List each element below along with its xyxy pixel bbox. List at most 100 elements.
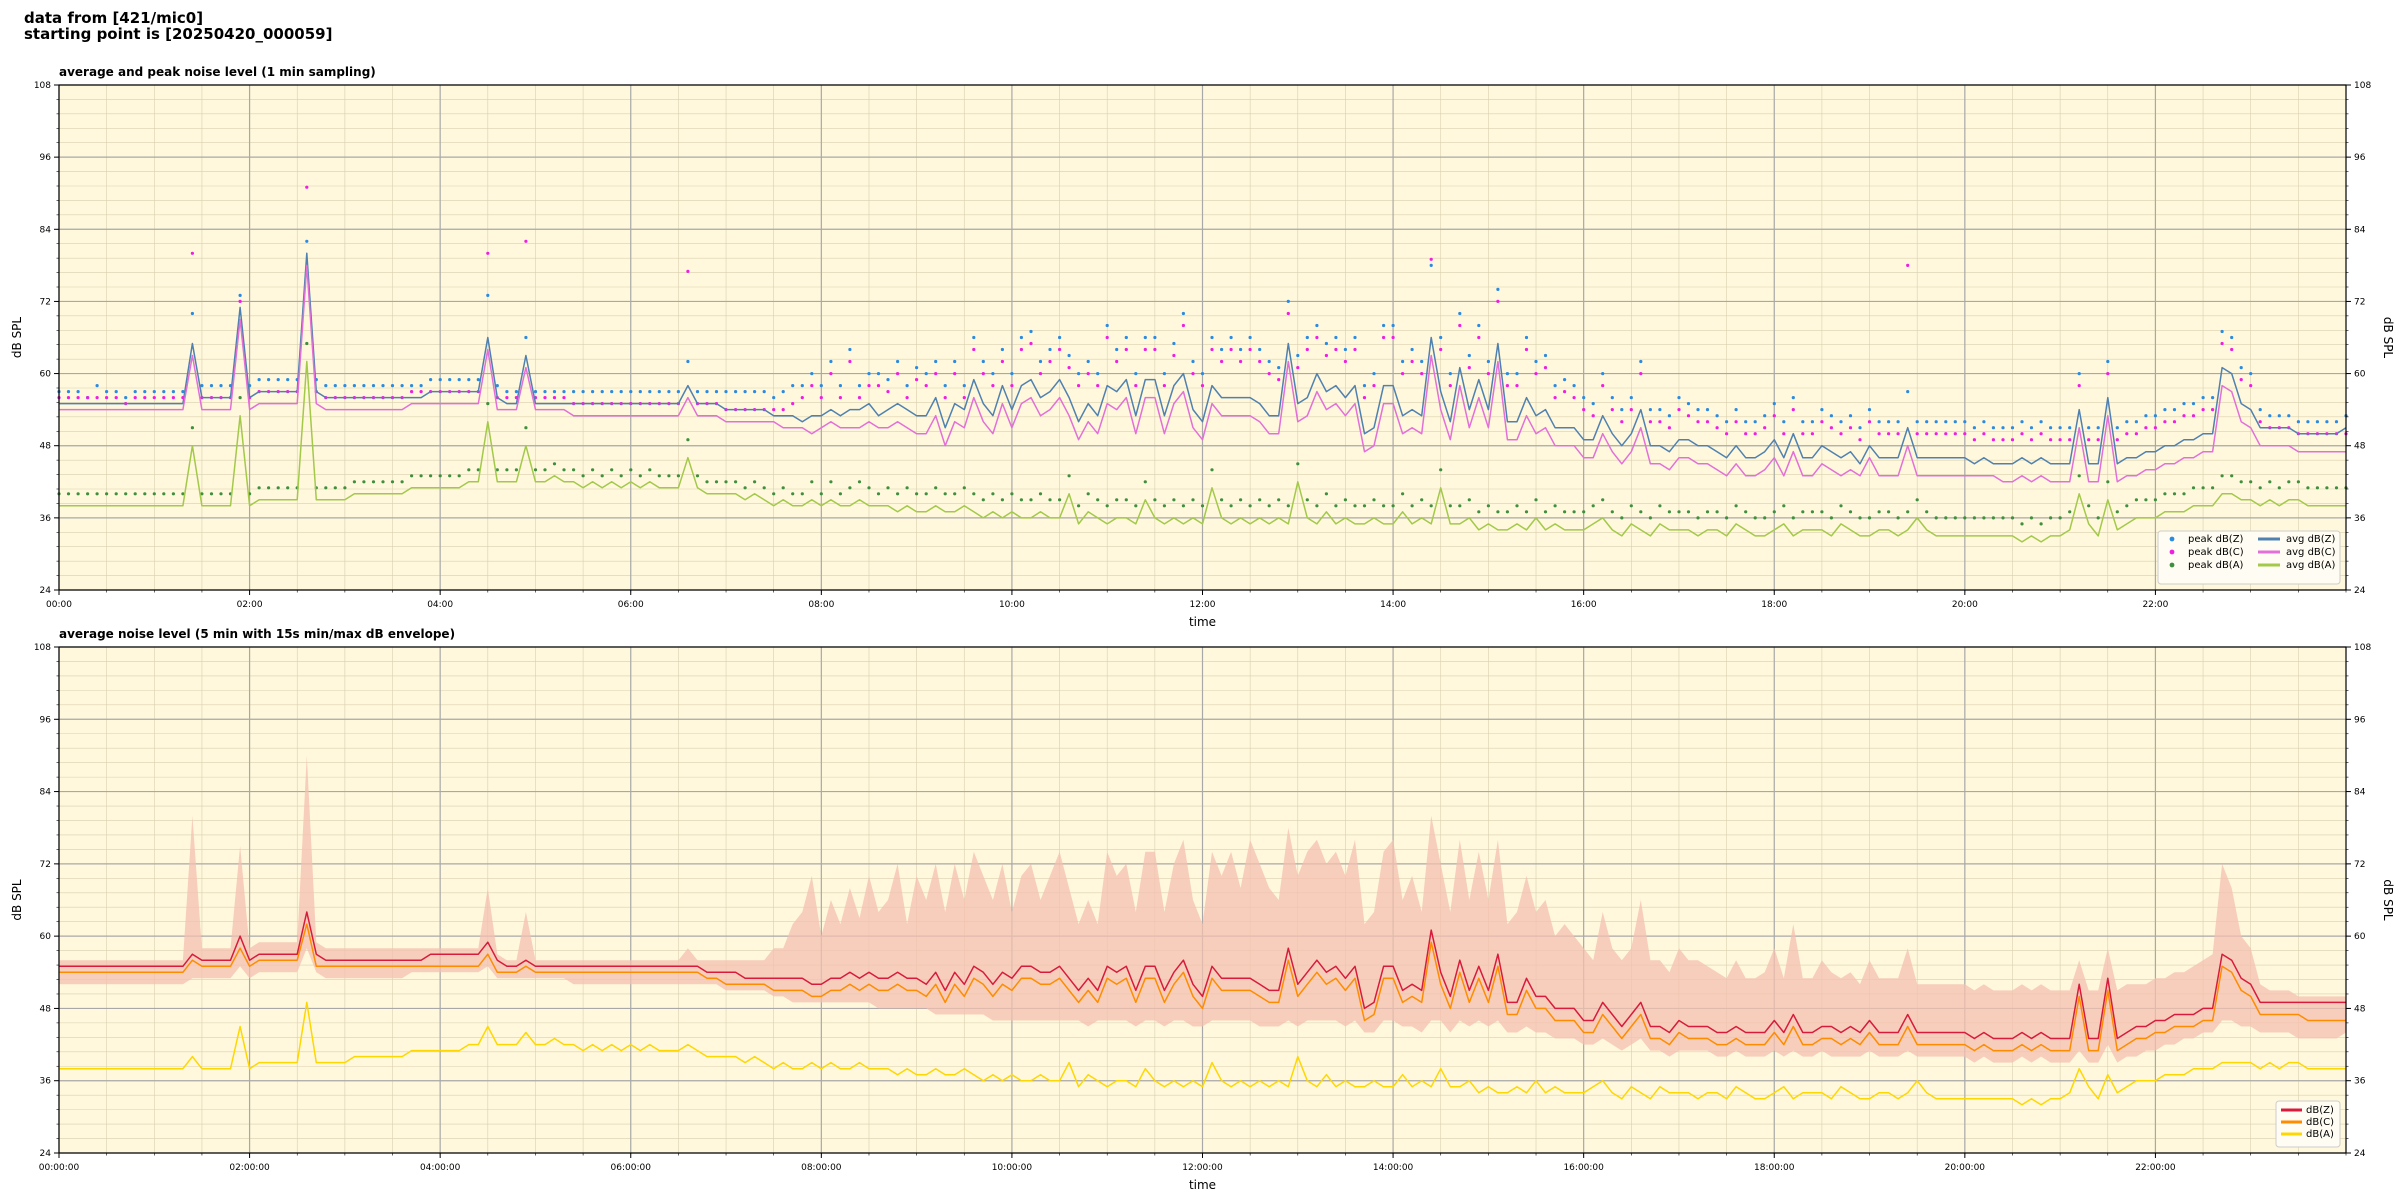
point-peak-db-a bbox=[476, 468, 480, 472]
x-tick-label: 10:00:00 bbox=[992, 1163, 1033, 1173]
x-tick-label: 02:00 bbox=[237, 600, 263, 610]
point-peak-db-c bbox=[1601, 384, 1605, 388]
legend-label: dB(C) bbox=[2306, 1117, 2334, 1128]
point-peak-db-a bbox=[1172, 498, 1176, 502]
point-peak-db-a bbox=[457, 474, 461, 478]
point-peak-db-z bbox=[1991, 426, 1995, 430]
point-peak-db-a bbox=[2315, 486, 2319, 490]
point-peak-db-c bbox=[867, 384, 871, 388]
point-peak-db-a bbox=[1763, 516, 1767, 520]
point-peak-db-a bbox=[753, 480, 757, 484]
point-peak-db-a bbox=[657, 474, 661, 478]
point-peak-db-c bbox=[1439, 347, 1443, 352]
point-peak-db-a bbox=[1486, 504, 1490, 508]
point-peak-db-z bbox=[1200, 372, 1205, 376]
point-peak-db-z bbox=[267, 378, 271, 382]
point-peak-db-a bbox=[848, 486, 852, 490]
point-peak-db-z bbox=[657, 390, 661, 394]
point-peak-db-a bbox=[1791, 516, 1795, 520]
point-peak-db-z bbox=[1286, 299, 1290, 303]
point-peak-db-z bbox=[486, 293, 490, 297]
point-peak-db-a bbox=[543, 468, 547, 472]
point-peak-db-z bbox=[619, 390, 623, 394]
point-peak-db-a bbox=[1972, 516, 1976, 520]
point-peak-db-c bbox=[2239, 378, 2243, 382]
point-peak-db-z bbox=[714, 390, 719, 394]
y-tick-label: 96 bbox=[40, 153, 52, 163]
point-peak-db-c bbox=[66, 396, 71, 400]
x-tick-label: 04:00 bbox=[427, 600, 453, 610]
peak-avg-chart: 24 24 36 36 48 48 60 60 72 72 84 84 96 96 108 108 00:00 0… bbox=[10, 65, 2395, 629]
point-peak-db-z bbox=[1715, 414, 1719, 418]
point-peak-db-c bbox=[1029, 341, 1033, 346]
y-tick-label: 24 bbox=[40, 586, 52, 596]
point-peak-db-c bbox=[1791, 408, 1795, 412]
point-peak-db-a bbox=[2134, 498, 2138, 502]
point-peak-db-c bbox=[991, 384, 995, 388]
point-peak-db-a bbox=[1944, 516, 1948, 520]
point-peak-db-a bbox=[1010, 492, 1014, 496]
point-peak-db-z bbox=[781, 390, 785, 394]
point-peak-db-z bbox=[638, 390, 642, 394]
point-peak-db-z bbox=[1115, 347, 1119, 352]
point-peak-db-z bbox=[1019, 335, 1024, 340]
point-peak-db-a bbox=[2049, 516, 2053, 520]
point-peak-db-z bbox=[305, 239, 309, 243]
point-peak-db-z bbox=[2001, 426, 2005, 430]
point-peak-db-z bbox=[457, 378, 461, 382]
point-peak-db-c bbox=[1286, 311, 1290, 316]
x-tick-label: 20:00 bbox=[1952, 600, 1978, 610]
point-peak-db-z bbox=[1629, 396, 1633, 400]
point-peak-db-a bbox=[2020, 522, 2024, 526]
x-tick-label: 22:00:00 bbox=[2135, 1163, 2176, 1173]
x-tick-label: 12:00:00 bbox=[1182, 1163, 1223, 1173]
point-peak-db-c bbox=[1667, 426, 1671, 430]
point-peak-db-a bbox=[1686, 510, 1691, 514]
point-peak-db-c bbox=[1000, 359, 1005, 364]
point-peak-db-a bbox=[1410, 504, 1414, 508]
point-peak-db-a bbox=[114, 492, 118, 496]
point-peak-db-a bbox=[1810, 510, 1814, 514]
point-peak-db-c bbox=[810, 384, 814, 388]
point-peak-db-a bbox=[1839, 504, 1843, 508]
point-peak-db-a bbox=[1696, 516, 1700, 520]
point-peak-db-a bbox=[915, 492, 919, 496]
point-peak-db-c bbox=[1896, 432, 1900, 436]
point-peak-db-z bbox=[2239, 366, 2243, 370]
point-peak-db-a bbox=[1982, 516, 1986, 520]
point-peak-db-a bbox=[1477, 510, 1481, 514]
point-peak-db-a bbox=[552, 462, 557, 466]
point-peak-db-a bbox=[1248, 504, 1252, 508]
point-peak-db-a bbox=[1448, 504, 1452, 508]
point-peak-db-c bbox=[2020, 432, 2024, 436]
point-peak-db-z bbox=[2163, 408, 2167, 412]
point-peak-db-z bbox=[1563, 378, 1567, 382]
y-tick-label: 60 bbox=[40, 370, 52, 380]
point-peak-db-a bbox=[1077, 504, 1081, 508]
legend-label: dB(Z) bbox=[2306, 1105, 2334, 1116]
point-peak-db-a bbox=[1401, 492, 1405, 496]
point-peak-db-z bbox=[2172, 408, 2177, 412]
point-peak-db-z bbox=[857, 384, 862, 388]
y-tick-label-right: 84 bbox=[2354, 225, 2366, 235]
point-peak-db-c bbox=[1410, 359, 1414, 364]
point-peak-db-z bbox=[1658, 408, 1662, 412]
point-peak-db-z bbox=[1086, 359, 1090, 364]
point-peak-db-c bbox=[2220, 341, 2224, 346]
point-peak-db-a bbox=[2163, 492, 2167, 496]
point-peak-db-a bbox=[2058, 516, 2062, 520]
point-peak-db-a bbox=[943, 492, 947, 496]
point-peak-db-c bbox=[1734, 420, 1738, 424]
point-peak-db-a bbox=[1124, 498, 1128, 502]
point-peak-db-c bbox=[1477, 335, 1481, 340]
point-peak-db-z bbox=[1772, 402, 1776, 406]
y-tick-label: 36 bbox=[40, 1077, 52, 1087]
point-peak-db-z bbox=[1820, 408, 1824, 412]
point-peak-db-z bbox=[1362, 384, 1367, 388]
point-peak-db-c bbox=[1829, 426, 1833, 430]
point-peak-db-z bbox=[1143, 335, 1147, 340]
point-peak-db-a bbox=[2029, 516, 2034, 520]
point-peak-db-a bbox=[1915, 498, 1919, 502]
point-peak-db-c bbox=[972, 347, 976, 352]
point-peak-db-z bbox=[66, 390, 71, 394]
